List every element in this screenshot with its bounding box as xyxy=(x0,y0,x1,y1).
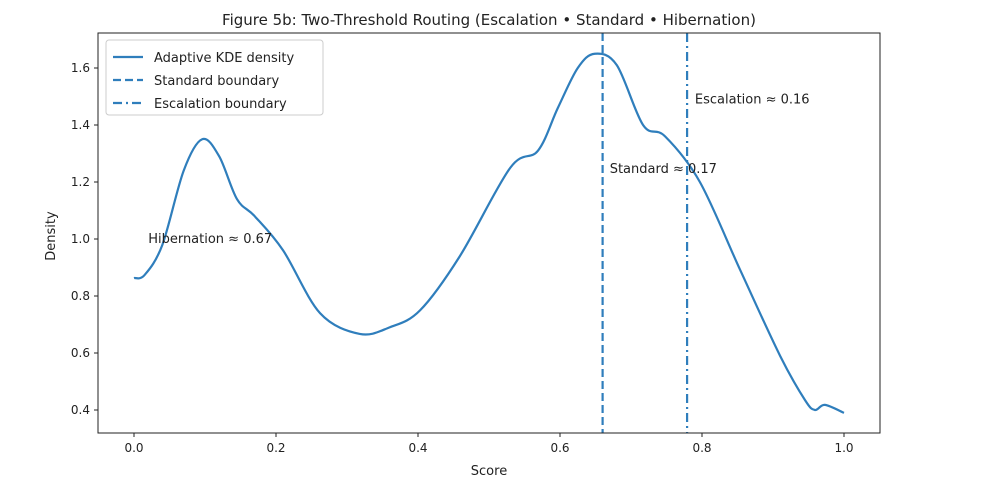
kde-density-line xyxy=(133,52,845,414)
annotation-label: Standard ≈ 0.17 xyxy=(610,162,717,177)
legend: Adaptive KDE density Standard boundary E… xyxy=(105,39,324,116)
x-tick-label: 0.8 xyxy=(692,441,711,455)
y-tick-label: 1.4 xyxy=(71,118,90,132)
x-tick-label: 1.0 xyxy=(834,441,853,455)
plot-area: 0.0 0.2 0.4 0.6 0.8 1.0 0.4 0.6 0.8 1.0 1.2 1.4 1.6 H… xyxy=(71,33,854,455)
y-axis-label: Density xyxy=(44,211,59,261)
annotation-label: Escalation ≈ 0.16 xyxy=(695,92,810,107)
y-tick-label: 1.0 xyxy=(71,232,90,246)
legend-label-kde: Adaptive KDE density xyxy=(154,51,295,66)
x-tick-label: 0.6 xyxy=(550,441,569,455)
chart-title: Figure 5b: Two-Threshold Routing (Escala… xyxy=(222,11,756,29)
annotation-label: Hibernation ≈ 0.67 xyxy=(148,232,272,247)
legend-label-standard: Standard boundary xyxy=(154,74,280,89)
legend-label-escalation: Escalation boundary xyxy=(154,97,287,112)
axes-frame xyxy=(97,32,881,434)
x-tick-label: 0.0 xyxy=(124,441,143,455)
y-tick-label: 1.6 xyxy=(71,61,90,75)
x-tick-label: 0.2 xyxy=(266,441,285,455)
y-tick-label: 1.2 xyxy=(71,175,90,189)
y-tick-label: 0.8 xyxy=(71,289,90,303)
x-axis-label: Score xyxy=(471,464,507,479)
y-tick-label: 0.4 xyxy=(71,403,90,417)
x-tick-label: 0.4 xyxy=(408,441,427,455)
y-tick-label: 0.6 xyxy=(71,346,90,360)
